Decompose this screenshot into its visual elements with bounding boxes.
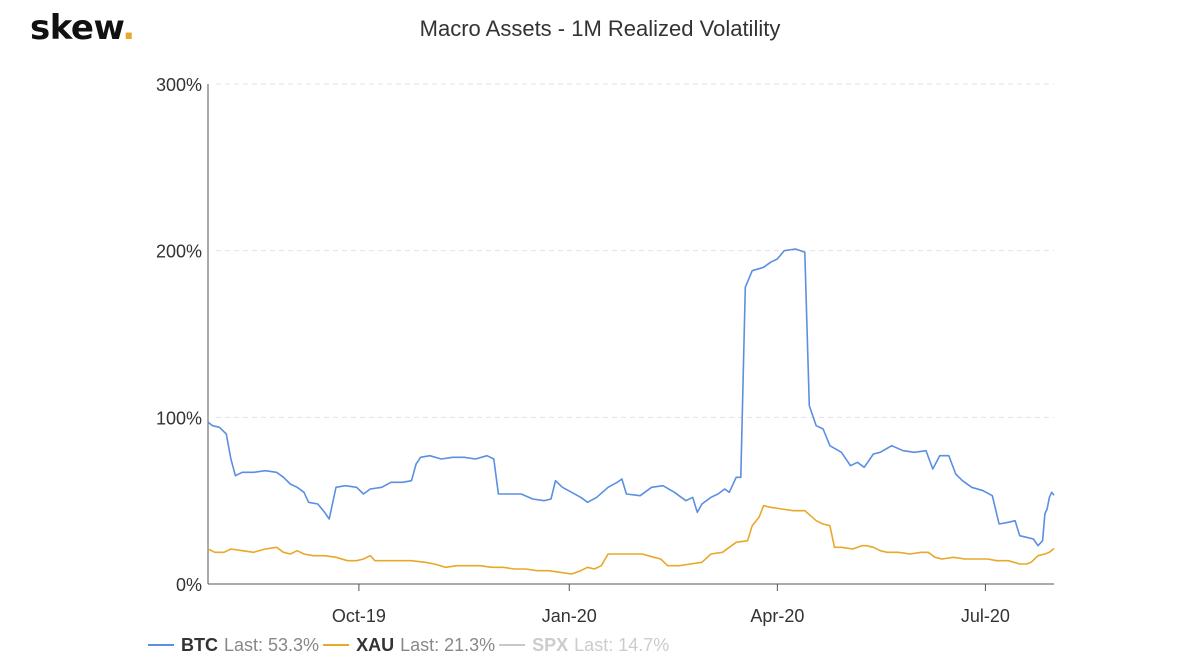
x-tick-label: Jul-20	[961, 606, 1010, 626]
legend-item-btc[interactable]: BTC Last: 53.3%	[148, 635, 319, 655]
legend-last-value: Last: 53.3%	[224, 635, 319, 655]
skew-logo: skew.	[30, 8, 135, 48]
chart-title: Macro Assets - 1M Realized Volatility	[419, 16, 781, 41]
legend-item-xau[interactable]: XAU Last: 21.3%	[323, 635, 495, 655]
legend-series-name: BTC	[181, 635, 218, 655]
grid-lines	[216, 83, 1054, 418]
logo-dot: .	[122, 8, 135, 48]
axes: 0% 100% 200% 300% Oct-19 Jan-20 Apr-20 Jul-20	[156, 75, 1054, 626]
series-line-btc	[207, 248, 1055, 547]
y-tick-label: 0%	[176, 575, 202, 595]
y-tick-label: 100%	[156, 408, 202, 428]
y-tick-label: 200%	[156, 242, 202, 262]
series-line-xau	[207, 504, 1055, 575]
x-tick-label: Apr-20	[750, 606, 804, 626]
legend-last-value: Last: 21.3%	[400, 635, 495, 655]
legend-item-spx[interactable]: SPX Last: 14.7%	[499, 635, 669, 655]
legend-last-value: Last: 14.7%	[574, 635, 669, 655]
legend-series-name: XAU	[356, 635, 394, 655]
y-tick-label: 300%	[156, 75, 202, 95]
legend[interactable]: BTC Last: 53.3% XAU Last: 21.3% SPX Last: 14.…	[148, 635, 669, 655]
legend-series-name: SPX	[532, 635, 568, 655]
logo-text: skew	[30, 8, 123, 48]
x-tick-label: Oct-19	[332, 606, 386, 626]
x-tick-label: Jan-20	[542, 606, 597, 626]
series-lines	[207, 248, 1055, 575]
